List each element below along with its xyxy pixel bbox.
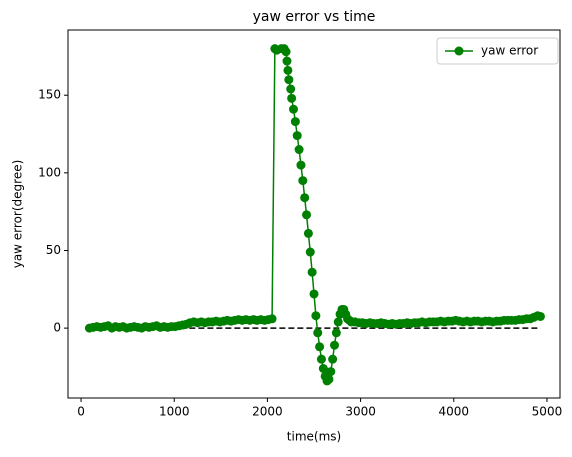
x-tick-label: 5000	[532, 405, 563, 419]
marker	[330, 340, 339, 350]
marker	[286, 84, 296, 94]
chart-title: yaw error vs time	[253, 9, 376, 25]
x-tick-label: 0	[77, 405, 85, 419]
marker	[316, 354, 326, 364]
x-tick-label: 2000	[252, 405, 283, 419]
x-tick-label: 3000	[345, 405, 376, 419]
marker	[331, 328, 341, 338]
marker	[294, 145, 304, 155]
marker	[283, 65, 293, 75]
marker	[305, 247, 315, 257]
marker	[284, 75, 294, 85]
marker	[296, 160, 306, 170]
marker	[289, 104, 298, 114]
marker	[324, 374, 334, 384]
y-tick-label: 100	[38, 165, 61, 179]
marker	[267, 314, 277, 324]
legend-label: yaw error	[481, 44, 538, 58]
marker	[300, 193, 310, 203]
marker	[298, 176, 308, 186]
marker	[313, 328, 323, 338]
marker	[309, 289, 319, 299]
x-axis-label: time(ms)	[287, 430, 341, 444]
marker	[281, 47, 291, 57]
marker	[287, 93, 297, 103]
marker	[311, 311, 321, 321]
marker	[302, 210, 312, 220]
plot-frame	[67, 29, 561, 399]
x-tick-label: 4000	[438, 405, 469, 419]
y-tick-label: 0	[53, 321, 61, 335]
marker	[326, 367, 336, 377]
marker	[290, 117, 300, 127]
legend-box	[436, 37, 559, 65]
y-tick-label: 150	[38, 88, 61, 102]
marker	[282, 56, 292, 66]
marker	[328, 354, 338, 364]
marker	[292, 131, 302, 141]
y-axis-label: yaw error(degree)	[11, 160, 25, 269]
marker	[315, 342, 325, 352]
marker	[535, 311, 545, 321]
y-tick-label: 50	[46, 243, 61, 257]
marker	[333, 317, 343, 327]
x-tick-label: 1000	[159, 405, 190, 419]
marker	[303, 228, 313, 238]
marker	[307, 267, 317, 277]
legend-marker	[454, 46, 464, 56]
marker	[318, 363, 328, 373]
